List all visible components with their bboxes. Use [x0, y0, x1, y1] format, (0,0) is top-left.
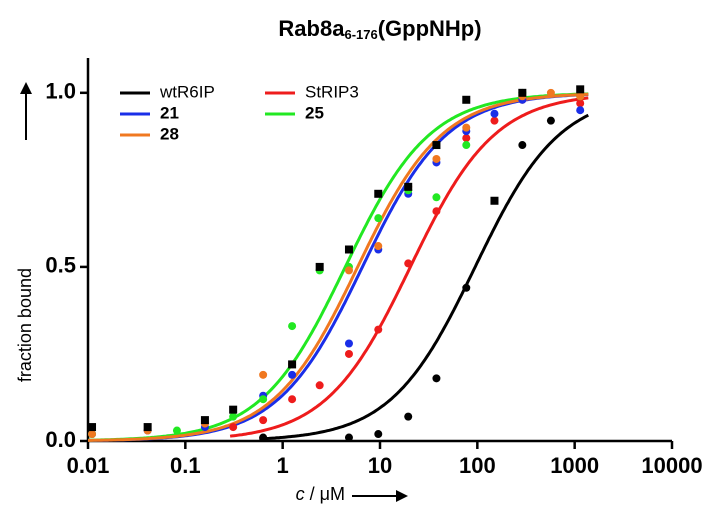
data-point [259, 433, 268, 442]
legend-label: 25 [305, 103, 324, 122]
data-point [288, 395, 297, 404]
data-point [200, 416, 209, 425]
legend-label: 21 [160, 103, 179, 122]
data-point [490, 116, 499, 125]
data-point [88, 430, 97, 439]
data-point [344, 245, 353, 254]
x-tick-label: 10 [368, 453, 392, 478]
x-tick-label: 0.1 [170, 453, 201, 478]
data-point [259, 416, 268, 425]
data-point [490, 196, 499, 205]
data-point [432, 141, 441, 150]
data-point [229, 423, 238, 432]
data-point [288, 370, 297, 379]
data-point [404, 412, 413, 421]
data-point [229, 412, 238, 421]
data-point [374, 430, 383, 439]
data-point [229, 405, 238, 414]
data-point [462, 283, 471, 292]
data-point [315, 262, 324, 271]
fit-curve [229, 96, 589, 438]
data-point [576, 92, 585, 101]
data-point [172, 426, 181, 435]
data-point [259, 395, 268, 404]
title-main: Rab8a [278, 16, 345, 41]
data-point [344, 266, 353, 275]
x-label-unit: / μM [305, 484, 345, 504]
x-tick-label: 100 [459, 453, 496, 478]
data-point [404, 259, 413, 268]
data-point [432, 374, 441, 383]
legend-label: 28 [160, 124, 179, 143]
y-arrow [20, 82, 32, 140]
y-tick-label: 0.5 [45, 253, 76, 278]
y-tick-label: 1.0 [45, 79, 76, 104]
data-point [546, 88, 555, 97]
x-label-symbol: c [296, 484, 305, 504]
data-point [374, 325, 383, 334]
title-suffix: (GppNHp) [378, 16, 482, 41]
data-point [518, 88, 527, 97]
data-point [374, 242, 383, 251]
data-point [576, 85, 585, 94]
data-point [546, 116, 555, 125]
data-point [462, 123, 471, 132]
data-point [259, 370, 268, 379]
title-subscript: 6-176 [344, 27, 377, 42]
data-point [88, 423, 97, 432]
x-tick-label: 1 [277, 453, 289, 478]
x-tick-label: 0.01 [67, 453, 110, 478]
data-point [288, 360, 297, 369]
y-axis-label: fraction bound [15, 268, 35, 382]
data-point [462, 95, 471, 104]
data-point [404, 182, 413, 191]
legend-label: StRIP3 [305, 82, 359, 101]
chart-title: Rab8a6-176(GppNHp) [278, 16, 481, 43]
data-point [374, 214, 383, 223]
data-point [576, 106, 585, 115]
data-point [374, 189, 383, 198]
data-point [462, 141, 471, 150]
data-point [344, 433, 353, 442]
x-tick-label: 10000 [641, 453, 702, 478]
x-tick-label: 1000 [550, 453, 599, 478]
data-point [462, 134, 471, 143]
y-tick-label: 0.0 [45, 427, 76, 452]
data-point [344, 339, 353, 348]
data-point [315, 381, 324, 390]
data-point [432, 193, 441, 202]
x-arrow [352, 490, 408, 502]
data-point [143, 423, 152, 432]
data-point [288, 322, 297, 331]
fit-curve [88, 92, 589, 442]
data-point [432, 207, 441, 216]
data-point [490, 109, 499, 118]
data-point [344, 349, 353, 358]
data-point [432, 154, 441, 163]
fit-curve [259, 113, 589, 441]
x-axis-label: c / μM [296, 484, 345, 504]
legend-label: wtR6IP [159, 82, 215, 101]
data-point [518, 141, 527, 150]
data-point [576, 99, 585, 108]
